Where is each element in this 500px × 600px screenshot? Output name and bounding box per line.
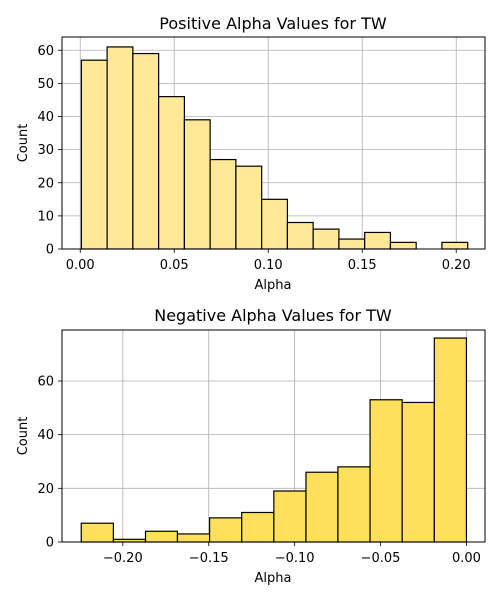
positive-alpha-histogram: Positive Alpha Values for TW Alpha Count…	[16, 14, 486, 293]
x-tick-label: 0.15	[348, 258, 377, 273]
y-tick-label: 60	[37, 44, 54, 59]
y-tick-label: 60	[37, 374, 54, 389]
x-tick-label: 0.00	[66, 258, 95, 273]
axes-frame	[61, 329, 486, 543]
y-tick-label: 40	[37, 428, 54, 443]
histogram-bar	[208, 517, 243, 543]
y-tick-label: 30	[37, 143, 54, 158]
histogram-bar	[132, 52, 160, 250]
axes-frame	[61, 36, 486, 250]
histogram-bar	[209, 158, 237, 250]
y-tick-label: 0	[46, 536, 54, 551]
histogram-bar	[338, 238, 366, 250]
y-axis-label: Count	[16, 124, 31, 163]
histogram-bar	[441, 241, 469, 250]
x-tick-label: 0.10	[254, 258, 283, 273]
x-tick-label: −0.05	[361, 551, 401, 566]
x-tick-label: 0.00	[452, 551, 481, 566]
histogram-bar	[183, 119, 211, 250]
y-tick-label: 50	[37, 77, 54, 92]
histogram-bar	[389, 241, 417, 250]
histogram-bar	[106, 46, 134, 250]
y-tick-label: 0	[46, 243, 54, 258]
chart-title: Negative Alpha Values for TW	[154, 306, 392, 325]
histogram-bar	[158, 96, 185, 250]
histogram-bar	[241, 511, 275, 543]
histogram-bar	[261, 198, 289, 250]
histogram-bar	[369, 399, 403, 543]
histogram-bar	[312, 228, 340, 250]
y-tick-label: 10	[37, 209, 54, 224]
histogram-bar	[364, 231, 392, 250]
histogram-bar	[80, 522, 114, 543]
histogram-bar	[286, 221, 314, 250]
histogram-bar	[80, 59, 108, 250]
histogram-bar	[305, 471, 339, 543]
y-tick-label: 20	[37, 176, 54, 191]
ticks: 0.00 0.05 0.10 0.15 0.20 0 10 20 30 40 50 60	[37, 44, 470, 273]
x-tick-label: 0.05	[160, 258, 189, 273]
histogram-bar	[144, 530, 179, 543]
y-axis-label: Count	[16, 417, 31, 456]
ticks: −0.20 −0.15 −0.10 −0.05 0.00 0 20 40 60	[37, 374, 480, 566]
x-tick-label: 0.20	[442, 258, 471, 273]
x-tick-label: −0.15	[189, 551, 229, 566]
histogram-bar	[337, 466, 371, 543]
histogram-bar	[273, 490, 307, 543]
x-axis-label: Alpha	[255, 278, 292, 293]
histogram-bar	[176, 533, 211, 543]
x-axis-label: Alpha	[255, 571, 292, 586]
histogram-bar	[235, 165, 263, 250]
chart-title: Positive Alpha Values for TW	[159, 14, 387, 33]
y-tick-label: 20	[37, 482, 54, 497]
y-tick-label: 40	[37, 110, 54, 125]
bars	[80, 46, 469, 250]
histogram-bar	[433, 337, 468, 543]
x-tick-label: −0.20	[103, 551, 143, 566]
x-tick-label: −0.10	[275, 551, 315, 566]
negative-alpha-histogram: Negative Alpha Values for TW Alpha Count…	[16, 306, 486, 586]
bars	[80, 337, 468, 543]
histogram-bar	[401, 401, 435, 543]
